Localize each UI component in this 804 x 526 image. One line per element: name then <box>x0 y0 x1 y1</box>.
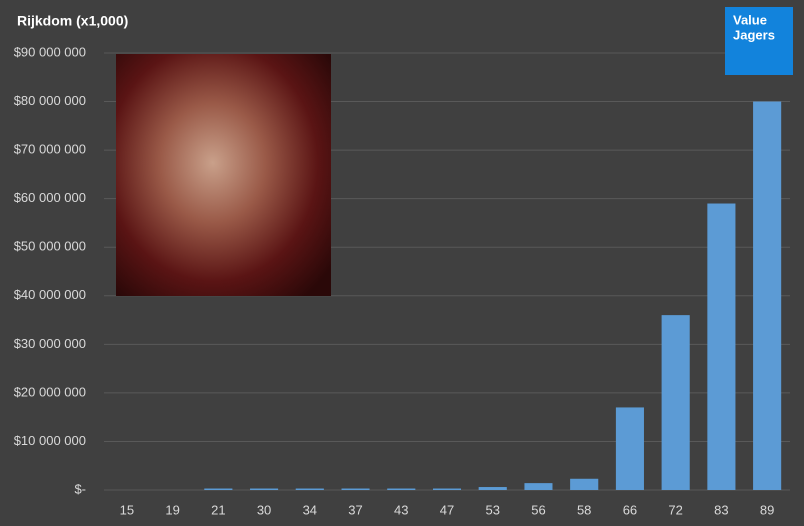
bar <box>433 488 461 490</box>
x-tick-label: 56 <box>531 502 545 517</box>
x-tick-label: 66 <box>623 502 637 517</box>
bar <box>615 407 644 490</box>
bar <box>570 478 599 490</box>
y-tick-label: $80 000 000 <box>14 93 86 108</box>
x-tick-label: 83 <box>714 502 728 517</box>
bar <box>295 488 324 490</box>
y-tick-label: $40 000 000 <box>14 287 86 302</box>
bar <box>250 488 279 490</box>
x-tick-label: 15 <box>120 502 134 517</box>
x-tick-label: 19 <box>165 502 179 517</box>
logo-text: Value <box>733 12 767 27</box>
y-tick-label: $90 000 000 <box>14 44 86 59</box>
photo <box>116 54 331 296</box>
x-tick-label: 37 <box>348 502 362 517</box>
y-tick-label: $30 000 000 <box>14 336 86 351</box>
bar <box>204 488 233 490</box>
logo-text: Jagers <box>733 27 775 42</box>
logo <box>725 7 793 75</box>
y-tick-label: $10 000 000 <box>14 433 86 448</box>
y-tick-label: $70 000 000 <box>14 142 86 157</box>
x-tick-label: 72 <box>668 502 682 517</box>
y-tick-label: $60 000 000 <box>14 190 86 205</box>
x-tick-label: 43 <box>394 502 408 517</box>
bar <box>524 483 553 490</box>
bar <box>661 315 690 490</box>
bar <box>753 101 782 491</box>
x-tick-label: 53 <box>485 502 499 517</box>
bar <box>341 488 370 490</box>
x-tick-label: 89 <box>760 502 774 517</box>
x-tick-label: 58 <box>577 502 591 517</box>
x-tick-label: 47 <box>440 502 454 517</box>
bar <box>478 487 507 490</box>
y-tick-label: $50 000 000 <box>14 239 86 254</box>
bar <box>387 488 416 490</box>
y-tick-label: $- <box>74 481 86 496</box>
x-tick-label: 34 <box>303 502 317 517</box>
bar <box>707 203 736 490</box>
x-tick-label: 30 <box>257 502 271 517</box>
y-tick-label: $20 000 000 <box>14 384 86 399</box>
x-tick-label: 21 <box>211 502 225 517</box>
chart-title: Rijkdom (x1,000) <box>17 13 128 29</box>
